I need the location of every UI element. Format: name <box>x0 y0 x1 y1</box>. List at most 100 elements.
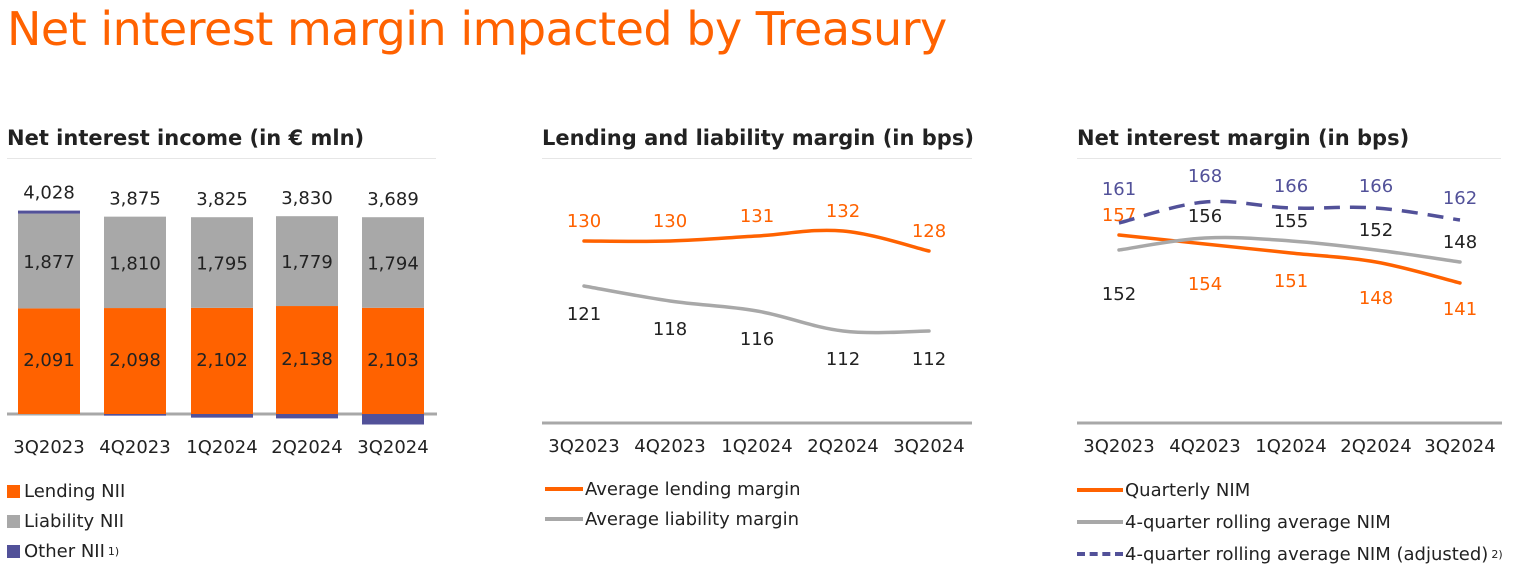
margin-legend: Average lending margin Average liability… <box>545 474 801 534</box>
lending-nii-bar <box>362 307 424 414</box>
rolling-nim-line <box>1117 235 1462 264</box>
legend-label: Lending NII <box>24 480 126 502</box>
grey-square-icon <box>7 514 20 528</box>
adjusted-nim-label: 166 <box>1274 176 1308 197</box>
legend-item-adjusted-nim: 4-quarter rolling average NIM (adjusted)… <box>1077 538 1503 570</box>
rolling-nim-label: 148 <box>1443 232 1477 253</box>
adjusted-nim-label: 162 <box>1443 188 1477 209</box>
total-nii-label: 3,825 <box>196 189 248 210</box>
x-tick-label: 3Q2024 <box>893 436 964 457</box>
x-tick-label: 1Q2024 <box>721 436 792 457</box>
grey-line-icon <box>1077 520 1123 524</box>
x-tick-label: 4Q2023 <box>634 436 705 457</box>
adjusted-nim-label: 166 <box>1359 176 1393 197</box>
legend-label: Quarterly NIM <box>1125 479 1251 501</box>
total-nii-label: 3,689 <box>367 189 419 210</box>
page-title: Net interest margin impacted by Treasury <box>7 2 947 56</box>
other-nii-bar <box>104 414 166 416</box>
adjusted-nim-line <box>1118 199 1461 225</box>
liability-nii-label: 1,810 <box>109 253 161 274</box>
liability-nii-label: 1,795 <box>196 254 248 275</box>
liability-margin-label: 112 <box>826 349 860 370</box>
quarterly-nim-label: 141 <box>1443 299 1477 320</box>
liability-margin-label: 112 <box>912 349 946 370</box>
nii-title-divider <box>7 158 436 159</box>
liability-nii-bar <box>362 217 424 308</box>
liability-nii-bar <box>276 216 338 307</box>
total-nii-label: 4,028 <box>23 183 75 204</box>
x-tick-label: 2Q2024 <box>1340 436 1411 457</box>
x-tick-label: 4Q2023 <box>99 437 170 458</box>
nii-legend: Lending NII Liability NII Other NII 1) <box>7 476 125 566</box>
liability-nii-bar <box>104 216 166 309</box>
legend-label: Other NII <box>24 540 105 562</box>
rolling-nim-label: 156 <box>1188 206 1222 227</box>
legend-label: 4-quarter rolling average NIM (adjusted) <box>1125 543 1489 565</box>
x-tick-label: 3Q2024 <box>357 437 428 458</box>
legend-item-quarterly-nim: Quarterly NIM <box>1077 474 1503 506</box>
lending-margin-label: 131 <box>740 206 774 227</box>
x-tick-label: 1Q2024 <box>1255 436 1326 457</box>
legend-label: Average lending margin <box>585 478 801 500</box>
orange-square-icon <box>7 484 20 498</box>
margin-chart-title: Lending and liability margin (in bps) <box>542 126 974 150</box>
liability-margin-label: 121 <box>567 304 601 325</box>
liability-margin-line <box>582 284 931 335</box>
lending-margin-label: 130 <box>567 211 601 232</box>
total-nii-label: 3,875 <box>109 189 161 210</box>
lending-margin-label: 130 <box>653 211 687 232</box>
x-tick-label: 2Q2024 <box>271 437 342 458</box>
quarterly-nim-label: 154 <box>1188 274 1222 295</box>
rolling-nim-label: 152 <box>1359 220 1393 241</box>
lending-nii-bar <box>191 307 253 414</box>
lending-nii-label: 2,103 <box>367 350 419 371</box>
lending-nii-label: 2,138 <box>281 349 333 370</box>
rolling-nim-label: 152 <box>1102 284 1136 305</box>
adjusted-nim-label: 161 <box>1102 179 1136 200</box>
orange-line-icon <box>1077 488 1123 492</box>
purple-square-icon <box>7 544 20 558</box>
other-nii-bar <box>276 414 338 419</box>
orange-line-icon <box>545 487 583 491</box>
total-nii-label: 3,830 <box>281 188 333 209</box>
lending-nii-bar <box>104 308 166 414</box>
quarterly-nim-label: 151 <box>1274 271 1308 292</box>
liability-nii-bar <box>18 213 80 309</box>
legend-label: 4-quarter rolling average NIM <box>1125 511 1391 533</box>
lending-margin-line <box>582 228 931 253</box>
x-tick-label: 3Q2024 <box>1424 436 1495 457</box>
other-nii-bar <box>18 210 80 214</box>
other-nii-bar <box>362 414 424 425</box>
liability-nii-bar <box>191 217 253 308</box>
margin-title-divider <box>542 158 972 159</box>
other-nii-bar <box>191 414 253 418</box>
legend-item-lending-nii: Lending NII <box>7 476 125 506</box>
x-tick-label: 2Q2024 <box>807 436 878 457</box>
liability-nii-label: 1,779 <box>281 252 333 273</box>
liability-nii-label: 1,794 <box>367 254 419 275</box>
lending-margin-label: 132 <box>826 201 860 222</box>
footnote-marker: 2) <box>1491 547 1503 561</box>
nii-chart-title: Net interest income (in € mln) <box>7 126 365 150</box>
x-tick-label: 4Q2023 <box>1169 436 1240 457</box>
x-tick-label: 3Q2023 <box>1083 436 1154 457</box>
x-tick-label: 3Q2023 <box>548 436 619 457</box>
liability-nii-label: 1,877 <box>23 252 75 273</box>
quarterly-nim-label: 148 <box>1359 288 1393 309</box>
footnote-marker: 1) <box>107 544 120 558</box>
lending-nii-bar <box>18 308 80 414</box>
liability-margin-label: 116 <box>740 329 774 350</box>
adjusted-nim-label: 168 <box>1188 166 1222 187</box>
nim-title-divider <box>1077 158 1501 159</box>
lending-margin-label: 128 <box>912 221 946 242</box>
liability-margin-label: 118 <box>653 319 687 340</box>
legend-label: Liability NII <box>24 510 125 532</box>
legend-item-lending-margin: Average lending margin <box>545 474 801 504</box>
nim-chart-title: Net interest margin (in bps) <box>1077 126 1410 150</box>
legend-item-liability-margin: Average liability margin <box>545 504 801 534</box>
legend-item-liability-nii: Liability NII <box>7 506 125 536</box>
legend-item-other-nii: Other NII 1) <box>7 536 125 566</box>
nim-legend: Quarterly NIM 4-quarter rolling average … <box>1077 474 1503 570</box>
x-tick-label: 3Q2023 <box>13 437 84 458</box>
